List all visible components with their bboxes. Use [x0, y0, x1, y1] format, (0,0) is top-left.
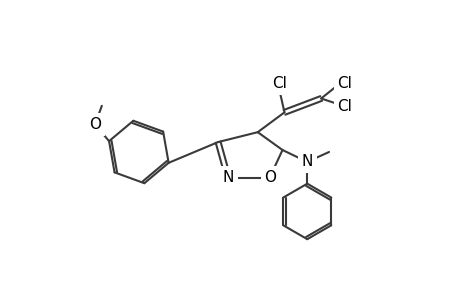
- Text: N: N: [301, 154, 312, 169]
- Text: Cl: Cl: [337, 99, 352, 114]
- Text: Cl: Cl: [272, 76, 286, 91]
- Text: O: O: [264, 170, 276, 185]
- Text: N: N: [222, 170, 233, 185]
- Text: Cl: Cl: [337, 76, 352, 91]
- Text: O: O: [89, 117, 101, 132]
